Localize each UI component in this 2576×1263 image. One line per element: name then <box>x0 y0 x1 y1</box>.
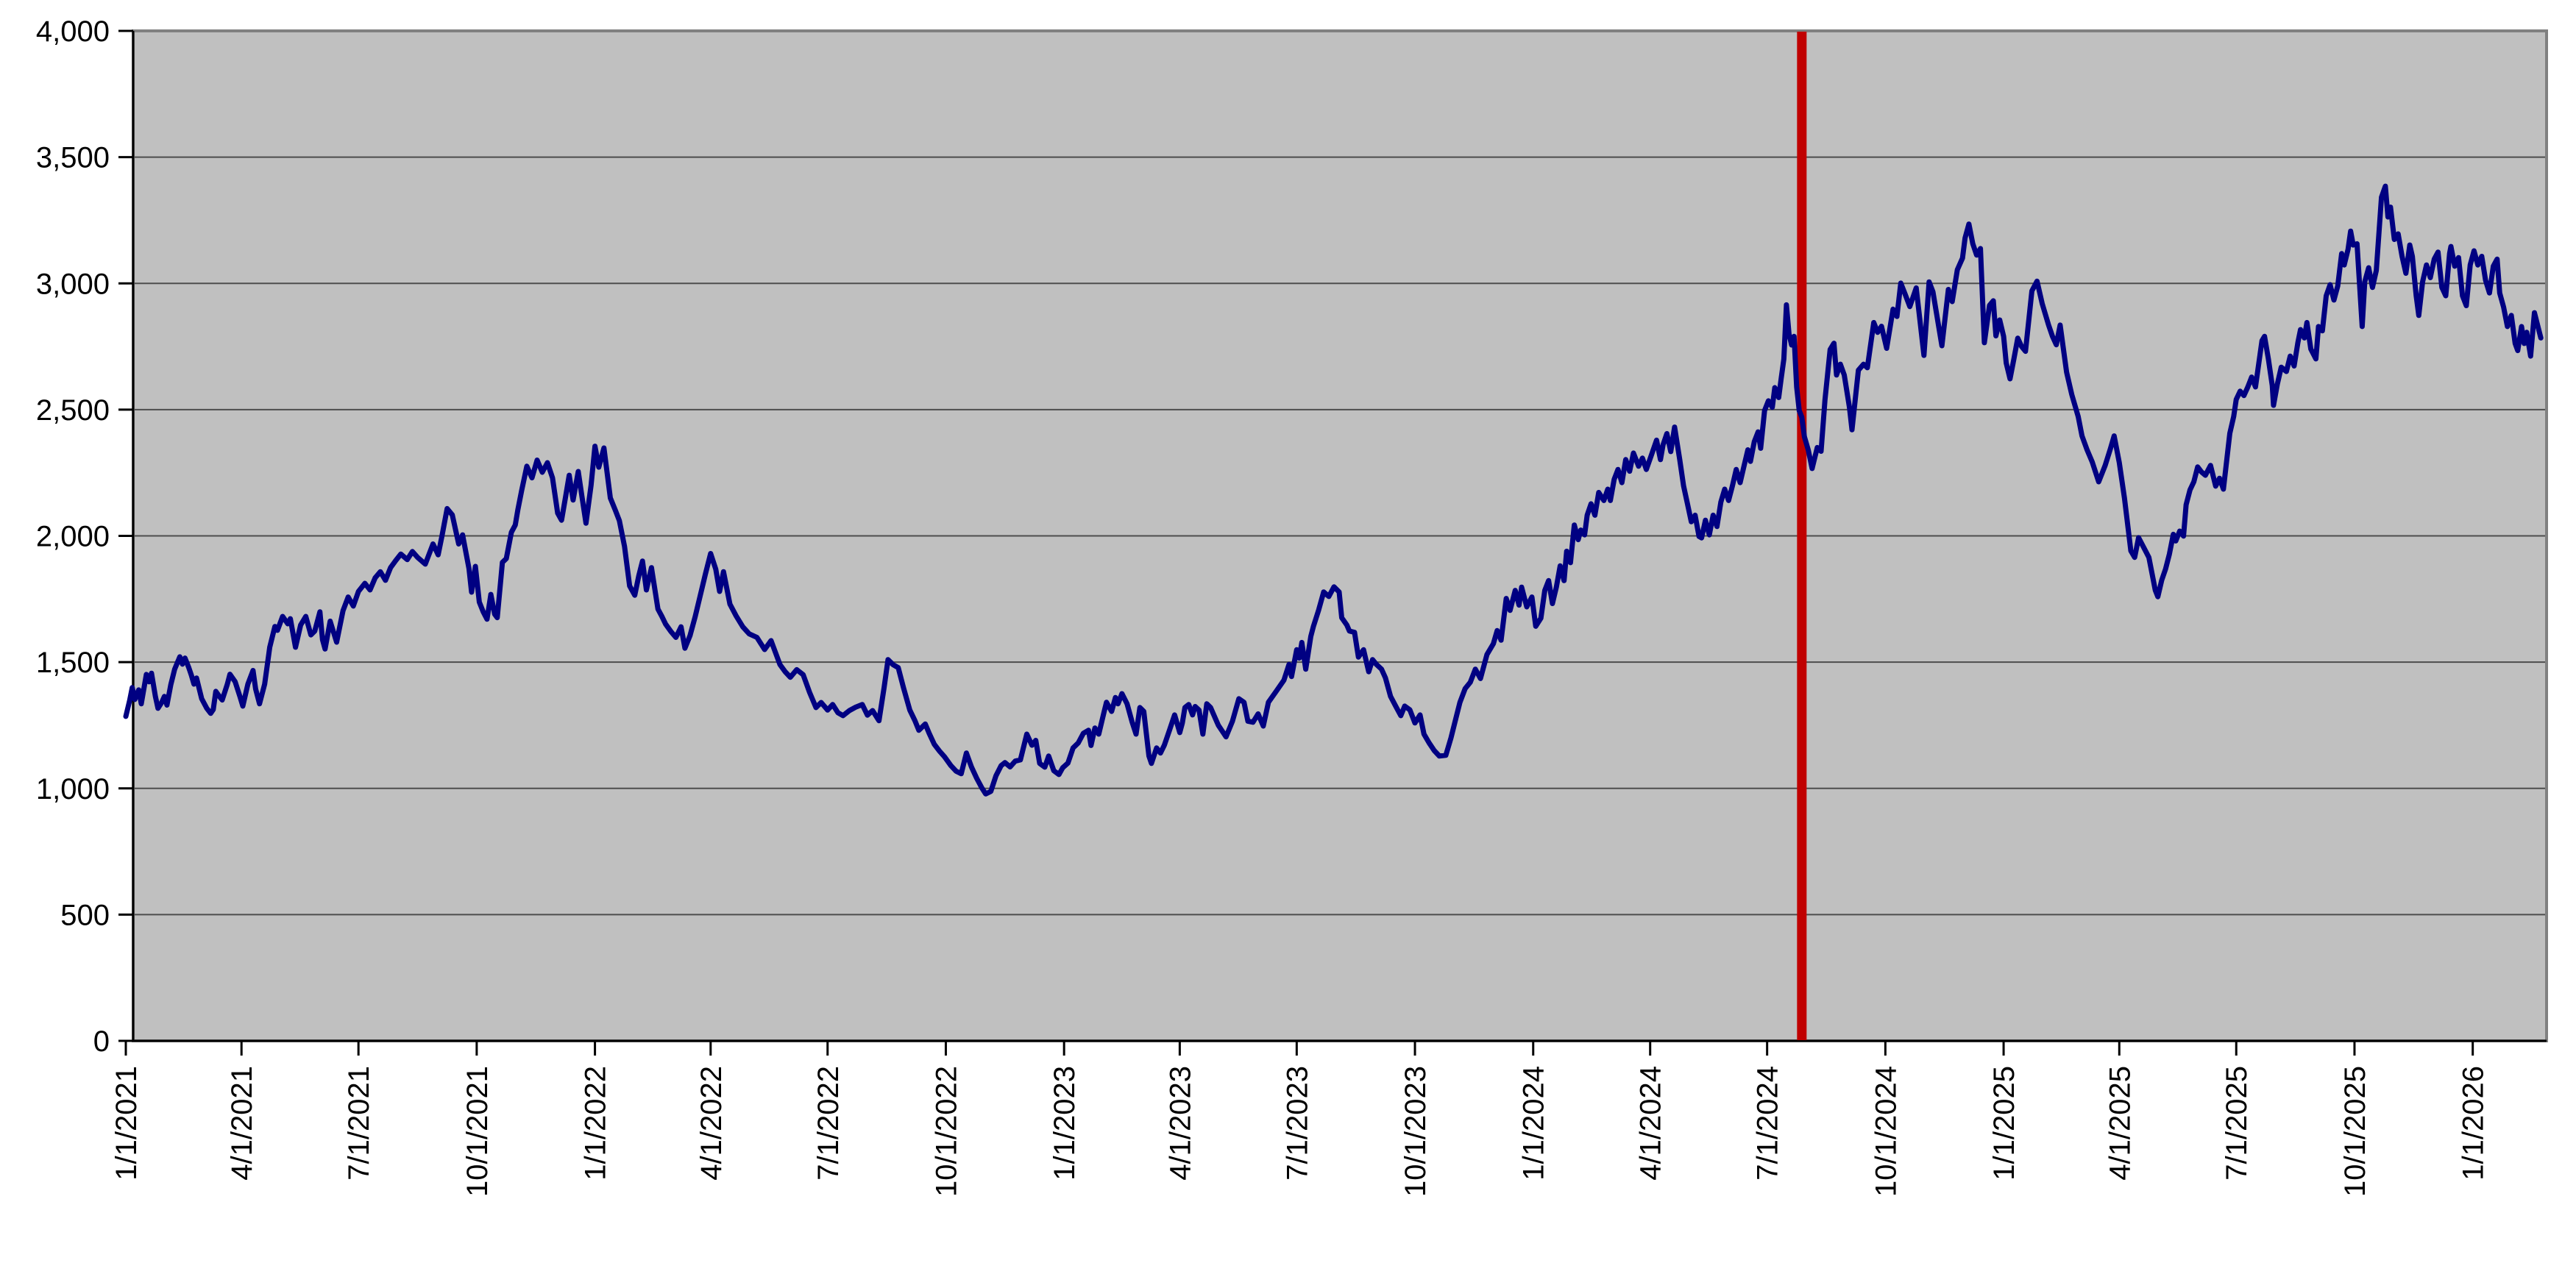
x-axis-tick-label: 10/1/2025 <box>2339 1066 2371 1197</box>
x-axis-tick-label: 1/1/2023 <box>1049 1066 1081 1181</box>
y-axis-tick-label: 1,000 <box>36 773 110 805</box>
y-axis-tick-label: 2,500 <box>36 394 110 427</box>
x-axis-tick-label: 4/1/2022 <box>695 1066 728 1181</box>
x-axis-tick-label: 10/1/2024 <box>1870 1066 1902 1197</box>
x-axis-tick-labels: 1/1/2021 4/1/2021 7/1/2021 10/1/2021 1/1/202… <box>110 1066 2490 1197</box>
y-axis-tick-label: 1,500 <box>36 647 110 679</box>
axes-and-ticks <box>118 29 2548 1056</box>
x-axis-tick-label: 7/1/2021 <box>343 1066 375 1181</box>
gridlines <box>133 156 2547 916</box>
x-axis-tick-label: 4/1/2023 <box>1164 1066 1196 1181</box>
price-series-line <box>123 183 2544 797</box>
x-axis-tick-label: 4/1/2025 <box>2104 1066 2136 1181</box>
x-axis-tick-label: 10/1/2021 <box>461 1066 494 1197</box>
y-axis-tick-label: 3,000 <box>36 268 110 300</box>
x-axis-tick-label: 1/1/2022 <box>580 1066 612 1181</box>
x-axis-tick-label: 1/1/2026 <box>2458 1066 2490 1181</box>
y-axis-tick-label: 0 <box>93 1025 110 1058</box>
y-axis-tick-label: 500 <box>60 899 110 931</box>
x-axis-tick-label: 1/1/2025 <box>1988 1066 2020 1181</box>
x-axis-tick-label: 7/1/2022 <box>812 1066 845 1181</box>
x-axis-tick-label: 4/1/2021 <box>226 1066 258 1181</box>
x-axis-tick-label: 1/1/2024 <box>1518 1066 1550 1181</box>
y-axis-tick-label: 2,000 <box>36 521 110 553</box>
y-axis-tick-label: 4,000 <box>36 15 110 48</box>
x-axis-tick-label: 10/1/2022 <box>930 1066 962 1197</box>
y-axis-tick-labels: 0 500 1,000 1,500 2,000 2,500 3,000 3,500 4,000 <box>36 15 110 1058</box>
x-axis-tick-label: 7/1/2024 <box>1752 1066 1784 1181</box>
y-axis-tick-label: 3,500 <box>36 142 110 174</box>
x-axis-tick-label: 4/1/2024 <box>1635 1066 1667 1181</box>
x-axis-tick-label: 1/1/2021 <box>110 1066 143 1181</box>
x-axis-tick-label: 7/1/2025 <box>2221 1066 2253 1181</box>
price-line <box>123 183 2544 797</box>
x-axis-tick-label: 7/1/2023 <box>1281 1066 1313 1181</box>
x-axis-tick-label: 10/1/2023 <box>1399 1066 1432 1197</box>
